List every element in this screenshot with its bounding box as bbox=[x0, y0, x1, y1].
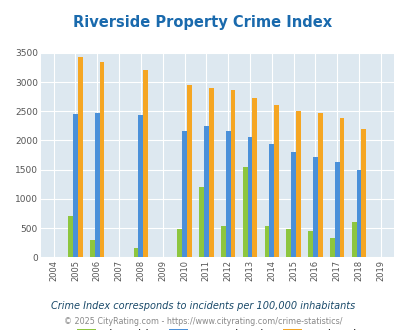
Bar bbox=[339, 118, 343, 257]
Bar bbox=[269, 144, 273, 257]
Bar bbox=[95, 113, 100, 257]
Bar bbox=[208, 88, 213, 257]
Bar bbox=[225, 131, 230, 257]
Bar bbox=[198, 187, 203, 257]
Bar bbox=[73, 114, 78, 257]
Bar bbox=[312, 157, 317, 257]
Bar bbox=[186, 85, 191, 257]
Bar bbox=[290, 152, 295, 257]
Bar bbox=[177, 229, 182, 257]
Bar bbox=[295, 111, 300, 257]
Bar bbox=[133, 248, 138, 257]
Bar bbox=[220, 226, 225, 257]
Bar bbox=[264, 226, 269, 257]
Bar bbox=[143, 70, 148, 257]
Bar bbox=[329, 238, 334, 257]
Text: Crime Index corresponds to incidents per 100,000 inhabitants: Crime Index corresponds to incidents per… bbox=[51, 301, 354, 311]
Bar bbox=[356, 170, 360, 257]
Bar bbox=[351, 222, 356, 257]
Bar bbox=[334, 161, 339, 257]
Bar bbox=[273, 105, 278, 257]
Bar bbox=[286, 229, 290, 257]
Bar bbox=[247, 137, 252, 257]
Bar bbox=[90, 240, 95, 257]
Bar bbox=[252, 98, 256, 257]
Bar bbox=[138, 115, 143, 257]
Bar bbox=[78, 57, 83, 257]
Bar bbox=[182, 131, 186, 257]
Bar bbox=[100, 62, 104, 257]
Bar bbox=[307, 231, 312, 257]
Text: © 2025 CityRating.com - https://www.cityrating.com/crime-statistics/: © 2025 CityRating.com - https://www.city… bbox=[64, 317, 341, 326]
Bar bbox=[360, 129, 365, 257]
Bar bbox=[317, 113, 322, 257]
Bar bbox=[203, 126, 208, 257]
Text: Riverside Property Crime Index: Riverside Property Crime Index bbox=[73, 15, 332, 30]
Legend: Riverside, Pennsylvania, National: Riverside, Pennsylvania, National bbox=[72, 325, 361, 330]
Bar bbox=[230, 90, 235, 257]
Bar bbox=[242, 167, 247, 257]
Bar bbox=[68, 216, 73, 257]
